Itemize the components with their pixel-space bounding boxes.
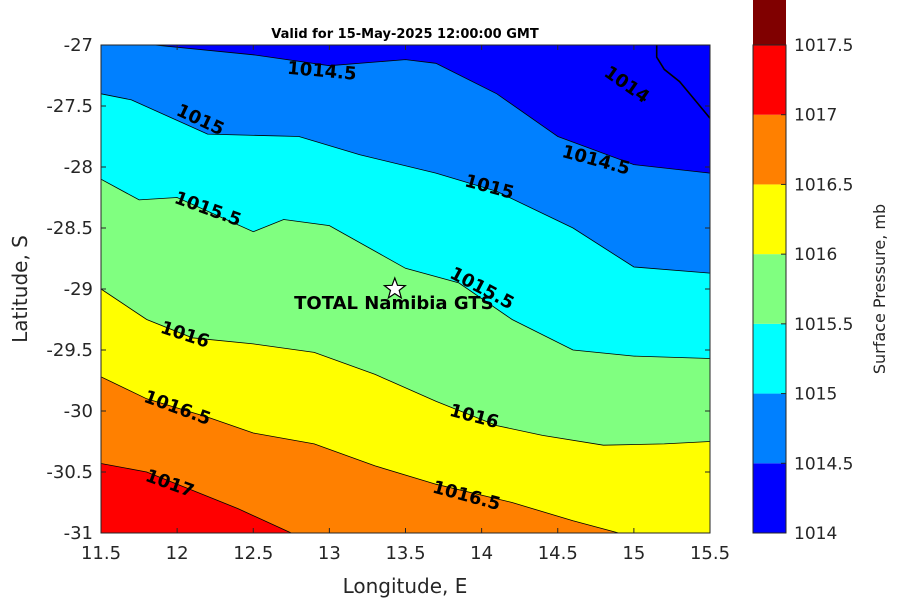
colorbar-tick-label: 1014 — [794, 524, 837, 544]
coastline — [655, 45, 710, 119]
colorbar-swatch — [753, 184, 786, 255]
x-axis-label: Longitude, E — [343, 574, 468, 598]
contour-lines — [101, 45, 710, 533]
colorbar-swatch — [753, 463, 786, 533]
x-tick-label: 14 — [470, 543, 493, 564]
colorbar-swatch — [753, 393, 786, 464]
colorbar-tick-label: 1016 — [794, 245, 837, 265]
y-tick-label: -29.5 — [46, 340, 93, 361]
colorbar-label: Surface Pressure, mb — [870, 204, 889, 374]
y-tick-label: -29 — [64, 279, 93, 300]
x-tick-label: 13 — [318, 543, 341, 564]
y-axis-ticks: -27 -27.5 -28 -28.5 -29 -29.5 -30 -30.5 -31 — [46, 35, 710, 544]
x-tick-label: 14.5 — [538, 543, 578, 564]
x-tick-label: 11.5 — [81, 543, 121, 564]
y-axis-label: Latitude, S — [8, 235, 32, 343]
x-tick-label: 15 — [622, 543, 645, 564]
colorbar-swatch — [753, 114, 786, 185]
contour-line-1016.5 — [101, 376, 619, 533]
y-tick-label: -30 — [64, 401, 93, 422]
y-tick-label: -31 — [64, 523, 93, 544]
contour-line-1015 — [101, 93, 710, 274]
colorbar-swatch — [753, 254, 786, 324]
y-tick-label: -28.5 — [46, 218, 93, 239]
band-fill-1016.5 — [101, 376, 619, 533]
site-label: TOTAL Namibia GTS — [294, 293, 493, 314]
site-marker-group: TOTAL Namibia GTS — [294, 276, 494, 314]
colorbar-swatch — [753, 323, 786, 394]
contour-fills — [101, 45, 710, 533]
x-tick-label: 13.5 — [385, 543, 425, 564]
colorbar: 1017.5 1017 1016.5 1016 1015.5 1015 1014.5 1014 — [752, 0, 853, 544]
x-tick-label: 15.5 — [690, 543, 730, 564]
colorbar-swatch — [753, 0, 786, 46]
site-star-icon — [382, 276, 407, 300]
colorbar-tick-label: 1017 — [794, 106, 837, 126]
y-tick-label: -30.5 — [46, 462, 93, 483]
colorbar-tick-label: 1016.5 — [794, 175, 853, 195]
y-tick-label: -27.5 — [46, 96, 93, 117]
contour-line-1015.5 — [101, 178, 710, 359]
chart-title: Valid for 15-May-2025 12:00:00 GMT — [271, 27, 539, 42]
y-tick-label: -27 — [64, 35, 93, 56]
contour-line-1016 — [101, 288, 710, 446]
x-axis-ticks: 11.5 12 12.5 13 13.5 14 14.5 15 15.5 — [81, 45, 730, 564]
contour-line-1017 — [101, 463, 292, 533]
colorbar-tick-label: 1017.5 — [794, 36, 853, 56]
colorbar-tick-label: 1015 — [794, 385, 837, 405]
colorbar-tick-label: 1014.5 — [794, 454, 853, 474]
x-tick-label: 12 — [166, 543, 189, 564]
colorbar-frame — [752, 44, 787, 534]
colorbar-tick-label: 1015.5 — [794, 315, 853, 335]
contour-line-1014.5 — [154, 45, 710, 174]
band-fill-1017 — [101, 463, 292, 533]
x-tick-label: 12.5 — [233, 543, 273, 564]
colorbar-swatch — [753, 45, 786, 115]
y-tick-label: -28 — [64, 157, 93, 178]
